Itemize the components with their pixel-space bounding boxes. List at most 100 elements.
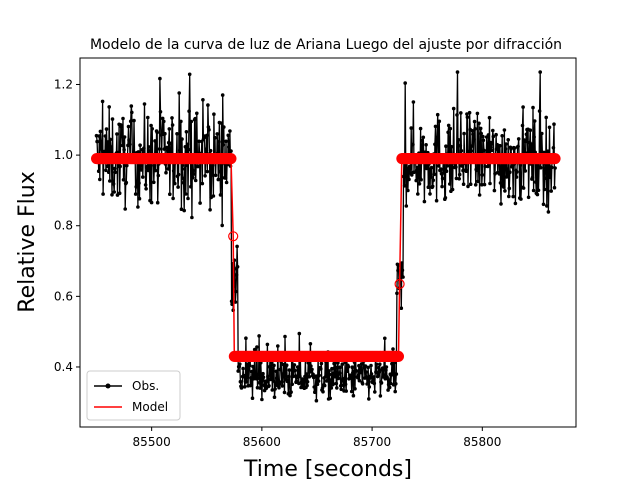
obs-point: [335, 386, 339, 390]
obs-point: [180, 163, 185, 168]
obs-point: [251, 364, 255, 369]
obs-point: [158, 76, 162, 81]
obs-point: [490, 141, 495, 146]
obs-point: [184, 192, 188, 196]
obs-point: [158, 110, 163, 114]
obs-point: [449, 144, 454, 149]
obs-point: [207, 127, 211, 132]
obs-point: [344, 389, 349, 393]
obs-point: [518, 163, 523, 167]
obs-point: [322, 383, 327, 388]
obs-point: [547, 125, 552, 130]
obs-point: [101, 192, 105, 196]
obs-point: [444, 169, 449, 173]
obs-point: [265, 342, 270, 347]
obs-point: [277, 385, 281, 390]
obs-point: [184, 130, 189, 134]
obs-point: [211, 163, 215, 168]
obs-point: [308, 342, 313, 346]
obs-point: [217, 140, 221, 144]
obs-point: [333, 374, 338, 379]
obs-point: [430, 184, 435, 189]
obs-point: [387, 385, 392, 390]
obs-point: [454, 176, 459, 181]
obs-point: [549, 189, 553, 193]
x-axis: 85500 85600 85700 85800: [133, 427, 501, 449]
obs-point: [309, 364, 313, 368]
obs-point: [393, 389, 398, 394]
obs-point: [411, 100, 416, 104]
obs-point: [435, 112, 440, 117]
obs-point: [134, 185, 138, 189]
obs-point: [185, 163, 189, 167]
obs-point: [391, 347, 395, 351]
obs-point: [258, 386, 263, 390]
obs-point: [446, 130, 450, 135]
obs-point: [349, 389, 354, 394]
obs-point: [166, 167, 170, 171]
y-tick-label: 0.6: [54, 289, 73, 303]
obs-point: [297, 331, 302, 336]
obs-point: [394, 382, 398, 386]
obs-point: [334, 381, 339, 386]
obs-point: [476, 179, 480, 184]
obs-point: [548, 175, 552, 180]
obs-point: [195, 111, 199, 116]
obs-point: [180, 137, 184, 141]
obs-point: [143, 183, 148, 187]
obs-point: [182, 167, 187, 171]
obs-point: [416, 192, 420, 196]
obs-point: [455, 70, 460, 74]
obs-point: [553, 166, 557, 170]
obs-point: [529, 142, 534, 146]
obs-point: [504, 142, 508, 146]
obs-point: [513, 146, 517, 150]
obs-point: [537, 109, 542, 113]
obs-point: [136, 150, 141, 154]
obs-point: [274, 376, 279, 381]
obs-point: [305, 383, 309, 388]
obs-point: [429, 165, 434, 170]
obs-point: [220, 223, 224, 228]
obs-point: [230, 302, 234, 307]
obs-point: [296, 368, 301, 372]
obs-point: [122, 148, 126, 152]
obs-point: [247, 363, 252, 368]
obs-point: [491, 128, 495, 133]
obs-point: [400, 261, 404, 265]
obs-point: [412, 170, 416, 174]
obs-point: [107, 105, 111, 109]
obs-point: [127, 138, 131, 142]
obs-point: [102, 149, 106, 154]
obs-point: [176, 185, 180, 189]
plot-area: [79, 57, 577, 428]
obs-point: [164, 170, 168, 175]
obs-point: [272, 363, 276, 368]
obs-point: [434, 143, 438, 148]
obs-point: [513, 201, 518, 206]
obs-point: [421, 135, 426, 140]
obs-point: [176, 172, 181, 177]
obs-point: [489, 148, 494, 153]
obs-point: [206, 103, 210, 107]
obs-point: [422, 199, 427, 204]
obs-point: [505, 167, 509, 171]
obs-point: [265, 379, 269, 384]
obs-point: [466, 184, 470, 189]
obs-point: [434, 198, 439, 203]
obs-point: [313, 388, 318, 392]
obs-point: [424, 143, 428, 147]
obs-point: [551, 146, 556, 150]
obs-point: [532, 135, 536, 139]
obs-point: [349, 373, 353, 378]
obs-point: [464, 169, 469, 173]
obs-point: [98, 177, 102, 182]
obs-point: [142, 146, 146, 150]
obs-point: [330, 366, 334, 371]
obs-point: [331, 371, 335, 376]
obs-point: [503, 147, 508, 151]
obs-point: [257, 334, 261, 338]
model-point: [225, 153, 237, 165]
obs-point: [331, 382, 336, 386]
obs-point: [381, 373, 386, 377]
